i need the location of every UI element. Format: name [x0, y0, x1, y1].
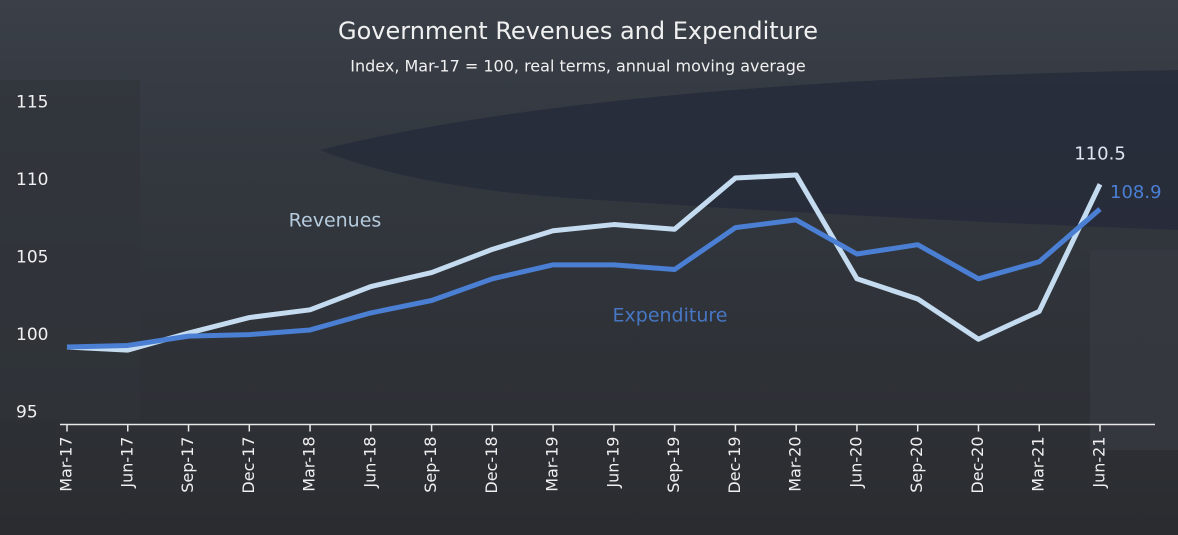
x-tick-label: Sep-19 — [664, 437, 683, 493]
x-tick-label: Jun-21 — [1090, 437, 1109, 489]
x-tick-label: Dec-17 — [239, 437, 258, 494]
y-tick-label: 110 — [16, 170, 48, 190]
y-tick-label: 100 — [16, 325, 48, 345]
background-building — [0, 80, 140, 420]
line-series — [66, 207, 1102, 350]
x-tick-label: Dec-19 — [725, 437, 744, 494]
chart-subtitle: Index, Mar-17 = 100, real terms, annual … — [350, 57, 805, 76]
x-tick-label: Sep-17 — [178, 437, 197, 493]
x-tick-label: Dec-20 — [968, 437, 987, 494]
series-label: Revenues — [289, 210, 382, 232]
x-tick-label: Jun-19 — [603, 437, 622, 489]
x-tick-label: Jun-20 — [846, 437, 865, 489]
x-tick-label: Jun-18 — [360, 437, 379, 489]
x-tick-label: Mar-17 — [57, 437, 76, 492]
y-tick-label: 115 — [16, 93, 48, 113]
x-tick-label: Mar-20 — [786, 437, 805, 492]
x-tick-label: Mar-19 — [543, 437, 562, 492]
chart-title: Government Revenues and Expenditure — [338, 17, 818, 45]
value-label: 108.9 — [1110, 182, 1162, 203]
y-tick-label: 95 — [16, 403, 38, 423]
background-water — [320, 70, 1178, 230]
value-label: 110.5 — [1074, 143, 1126, 164]
x-tick-label: Jun-17 — [117, 437, 136, 489]
x-tick-label: Sep-18 — [421, 437, 440, 493]
x-tick-label: Sep-20 — [907, 437, 926, 493]
series-label: Expenditure — [613, 305, 728, 327]
x-tick-label: Dec-18 — [482, 437, 501, 494]
x-tick-label: Mar-18 — [300, 437, 319, 492]
background-building — [1090, 250, 1178, 450]
x-tick-label: Mar-21 — [1029, 437, 1048, 492]
y-tick-label: 105 — [16, 248, 48, 268]
line-series — [66, 172, 1103, 353]
